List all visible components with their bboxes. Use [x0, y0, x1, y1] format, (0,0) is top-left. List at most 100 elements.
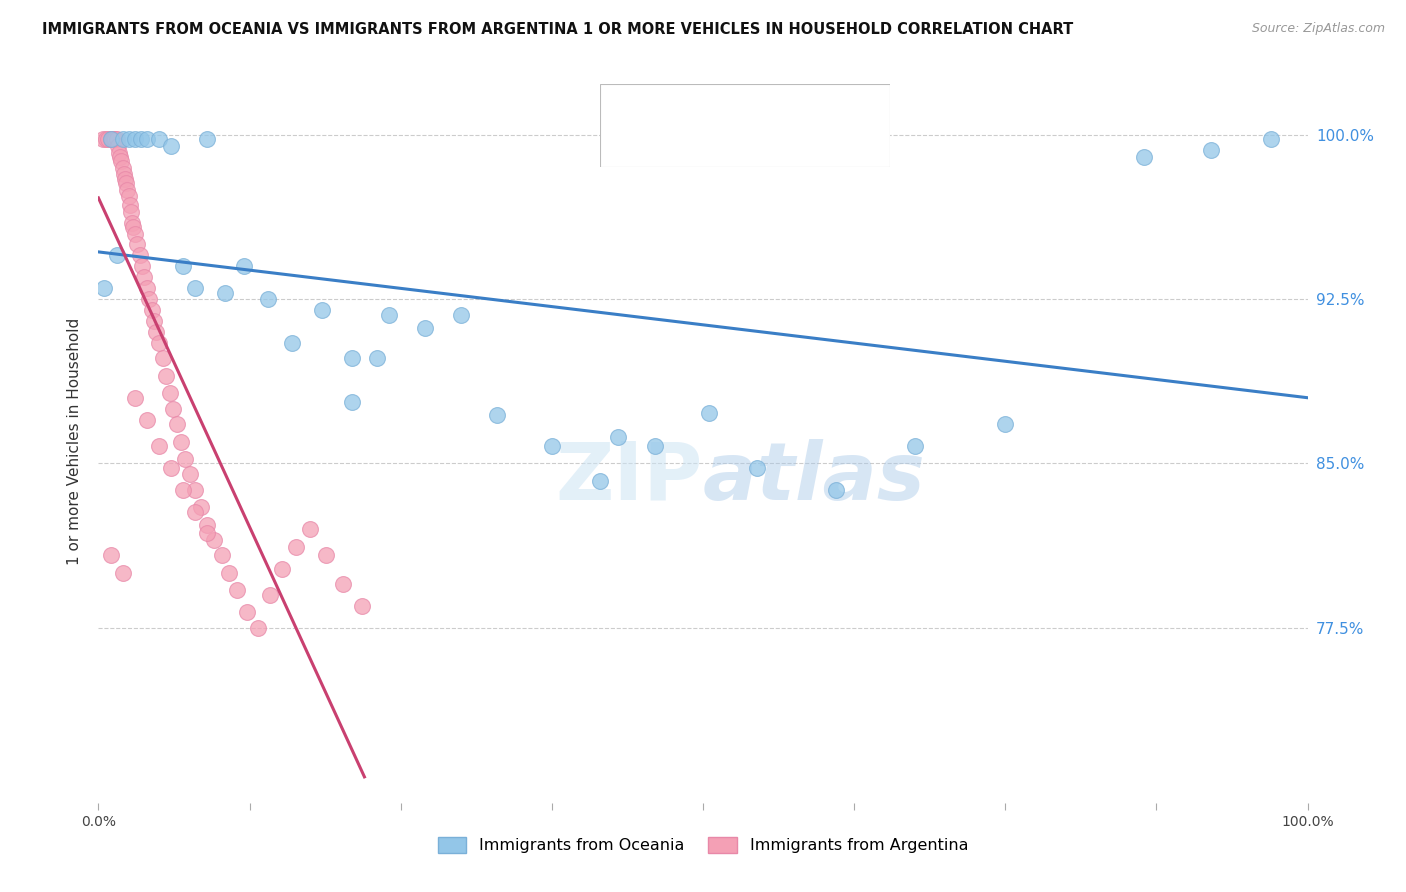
- Point: [117, 183, 139, 197]
- Point: [131, 260, 153, 274]
- Point: [174, 452, 197, 467]
- Point: [122, 219, 145, 234]
- Point: [350, 599, 373, 613]
- Point: [104, 132, 127, 146]
- Point: [110, 154, 132, 169]
- Point: [111, 566, 134, 580]
- Point: [124, 132, 146, 146]
- Point: [118, 189, 141, 203]
- Point: [179, 467, 201, 482]
- Point: [1260, 132, 1282, 146]
- Point: [540, 439, 562, 453]
- Point: [121, 216, 143, 230]
- Point: [994, 417, 1017, 431]
- Point: [111, 132, 134, 146]
- Point: [148, 439, 170, 453]
- Point: [135, 132, 157, 146]
- Point: [184, 483, 207, 497]
- Point: [135, 412, 157, 426]
- Point: [148, 336, 170, 351]
- Point: [155, 368, 177, 383]
- Point: [93, 281, 115, 295]
- Legend: Immigrants from Oceania, Immigrants from Argentina: Immigrants from Oceania, Immigrants from…: [432, 830, 974, 860]
- Point: [904, 439, 927, 453]
- Point: [166, 417, 188, 431]
- Point: [342, 351, 364, 366]
- Point: [315, 549, 337, 563]
- Point: [1133, 150, 1156, 164]
- Point: [108, 150, 131, 164]
- Point: [160, 139, 183, 153]
- Point: [118, 132, 141, 146]
- Point: [284, 540, 307, 554]
- Point: [120, 204, 142, 219]
- Point: [271, 561, 294, 575]
- Point: [589, 474, 612, 488]
- Point: [184, 281, 207, 295]
- Text: ZIP: ZIP: [555, 439, 703, 516]
- Point: [172, 260, 194, 274]
- Point: [184, 505, 207, 519]
- Point: [143, 314, 166, 328]
- Y-axis label: 1 or more Vehicles in Household: 1 or more Vehicles in Household: [67, 318, 83, 566]
- Point: [195, 517, 218, 532]
- Point: [607, 430, 630, 444]
- Point: [825, 483, 848, 497]
- Point: [214, 285, 236, 300]
- Point: [101, 132, 124, 146]
- Point: [100, 549, 122, 563]
- Point: [195, 526, 218, 541]
- Point: [211, 549, 233, 563]
- Text: atlas: atlas: [703, 439, 925, 516]
- Point: [450, 308, 472, 322]
- Point: [138, 292, 160, 306]
- Point: [697, 406, 720, 420]
- Point: [114, 171, 136, 186]
- Point: [107, 139, 129, 153]
- Point: [124, 227, 146, 241]
- Point: [195, 132, 218, 146]
- Point: [413, 320, 436, 334]
- Point: [377, 308, 399, 322]
- Point: [1199, 144, 1222, 158]
- Point: [256, 292, 278, 306]
- Point: [232, 260, 254, 274]
- Point: [226, 583, 249, 598]
- Point: [141, 303, 163, 318]
- Point: [747, 460, 769, 475]
- Point: [105, 132, 128, 146]
- Point: [100, 132, 122, 146]
- Point: [299, 522, 322, 536]
- Point: [332, 577, 354, 591]
- Point: [127, 237, 149, 252]
- Point: [145, 325, 167, 339]
- Point: [259, 588, 281, 602]
- Point: [103, 132, 125, 146]
- Point: [97, 132, 120, 146]
- Point: [486, 409, 509, 423]
- Point: [172, 483, 194, 497]
- Point: [100, 132, 122, 146]
- Point: [236, 605, 259, 619]
- Point: [159, 386, 181, 401]
- Point: [112, 168, 135, 182]
- Point: [342, 395, 364, 409]
- Point: [134, 270, 156, 285]
- Point: [118, 198, 141, 212]
- Point: [105, 248, 128, 262]
- Point: [91, 132, 114, 146]
- Point: [281, 336, 304, 351]
- Point: [190, 500, 212, 515]
- Point: [128, 248, 150, 262]
- Point: [152, 351, 174, 366]
- Point: [204, 533, 226, 547]
- Point: [111, 161, 134, 175]
- Point: [115, 176, 138, 190]
- Point: [162, 401, 184, 416]
- Text: Source: ZipAtlas.com: Source: ZipAtlas.com: [1251, 22, 1385, 36]
- Point: [160, 460, 183, 475]
- Point: [311, 303, 333, 318]
- Point: [247, 621, 270, 635]
- Point: [135, 281, 157, 295]
- Point: [94, 132, 117, 146]
